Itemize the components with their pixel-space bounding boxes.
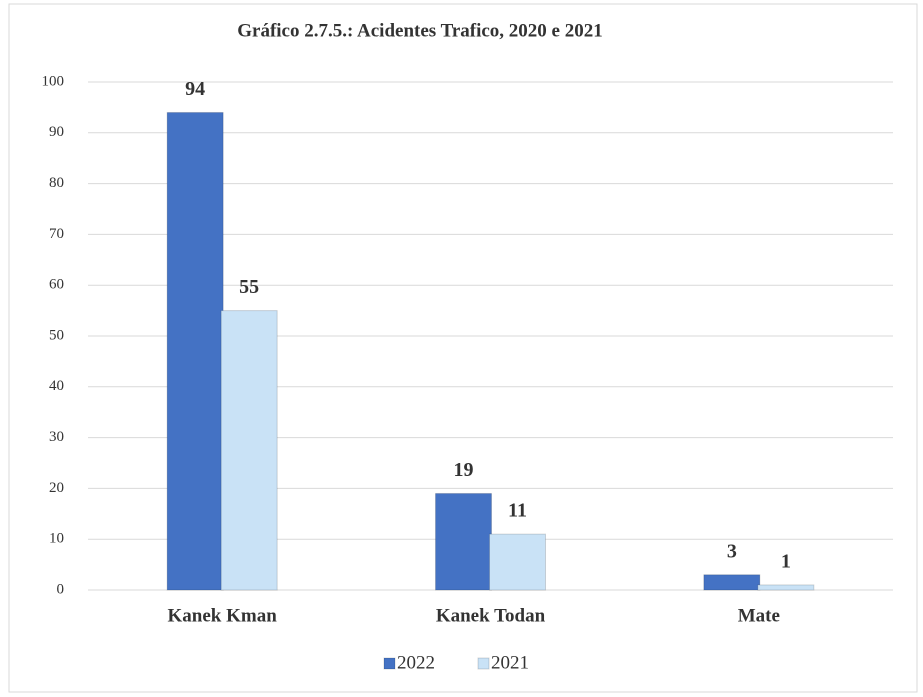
- legend-swatch: [383, 657, 396, 670]
- x-tick-label: Mate: [738, 605, 780, 626]
- y-tick-label: 30: [49, 429, 64, 445]
- y-tick-label: 100: [42, 73, 65, 89]
- y-tick-label: 80: [49, 175, 64, 191]
- y-tick-label: 10: [49, 531, 64, 547]
- bar: [489, 533, 546, 591]
- bar: [220, 310, 278, 591]
- y-tick-label: 0: [57, 581, 65, 597]
- y-tick-label: 70: [49, 226, 64, 242]
- data-label: 55: [239, 276, 259, 298]
- x-tick-label: Kanek Kman: [168, 605, 278, 626]
- data-label: 3: [727, 540, 737, 562]
- legend-swatch: [477, 657, 490, 670]
- y-tick-label: 20: [49, 480, 64, 496]
- data-label: 1: [781, 551, 791, 573]
- bar: [757, 584, 815, 591]
- legend-label: 2022: [397, 652, 435, 673]
- data-label: 11: [508, 500, 527, 522]
- x-tick-label: Kanek Todan: [436, 605, 546, 626]
- chart-title: Gráfico 2.7.5.: Acidentes Trafico, 2020 …: [237, 20, 603, 41]
- data-label: 19: [454, 459, 474, 481]
- legend-label: 2021: [491, 652, 529, 673]
- data-label: 94: [185, 78, 205, 100]
- bar: [166, 111, 224, 591]
- y-tick-label: 50: [49, 327, 64, 343]
- y-tick-label: 90: [49, 124, 64, 140]
- y-tick-label: 40: [49, 378, 64, 394]
- bar: [703, 574, 761, 591]
- y-tick-label: 60: [49, 277, 64, 293]
- bar: [435, 492, 492, 591]
